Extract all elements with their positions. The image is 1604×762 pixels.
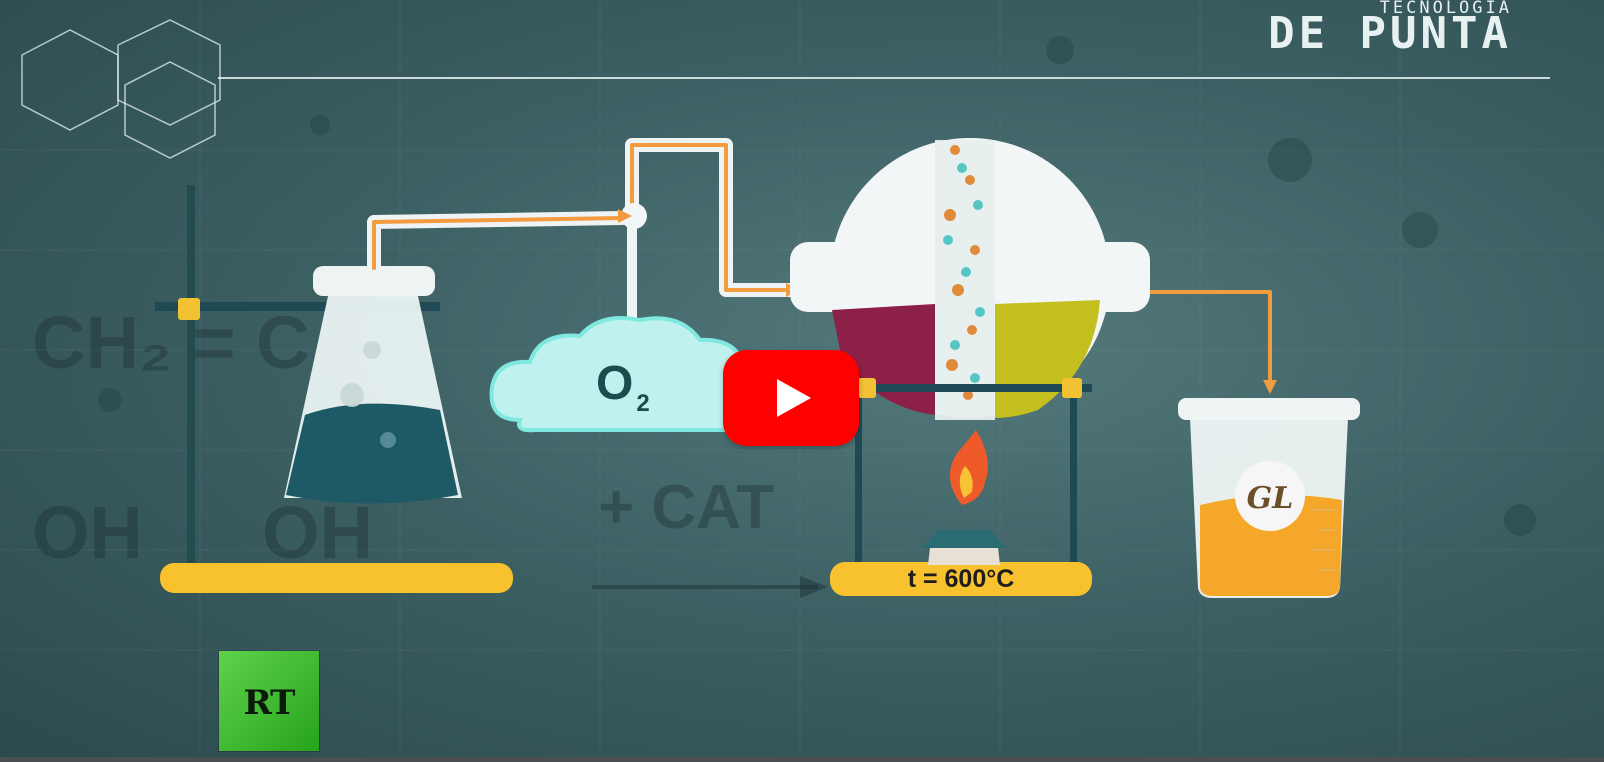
reactor-flask bbox=[790, 138, 1150, 420]
background-formula-oh-left: OH bbox=[32, 491, 143, 574]
play-icon[interactable] bbox=[777, 379, 811, 417]
program-logo-small: TECNOLOGÍA bbox=[1379, 0, 1512, 18]
lab-stand-left bbox=[155, 185, 513, 593]
reaction-arrow bbox=[592, 576, 828, 598]
erlenmeyer-flask bbox=[284, 266, 462, 504]
delivery-tubes bbox=[367, 138, 1272, 384]
player-bottom-bar bbox=[0, 757, 1604, 762]
background-hexagons bbox=[98, 36, 1536, 536]
background-formula-oh-right: OH bbox=[262, 491, 373, 574]
play-button[interactable] bbox=[723, 350, 859, 446]
oxygen-subscript: 2 bbox=[636, 390, 650, 417]
program-logo: TECNOLOGÍA DE PUNTA bbox=[1268, 0, 1512, 59]
background-formula-top: CH₂ = C bbox=[32, 301, 310, 384]
beaker-logo-text: GL bbox=[1246, 481, 1294, 516]
channel-logo: RT bbox=[219, 651, 319, 751]
temperature-label: t = 600°C bbox=[907, 564, 1015, 593]
background-catalyst-label: + CAT bbox=[598, 473, 775, 542]
bunsen-burner bbox=[922, 430, 1006, 565]
channel-logo-text: RT bbox=[243, 683, 296, 723]
cube-logo bbox=[21, 19, 221, 159]
beaker bbox=[1178, 398, 1360, 598]
program-logo-big: DE PUNTA bbox=[1268, 8, 1512, 59]
lab-stand-right bbox=[830, 378, 1092, 596]
